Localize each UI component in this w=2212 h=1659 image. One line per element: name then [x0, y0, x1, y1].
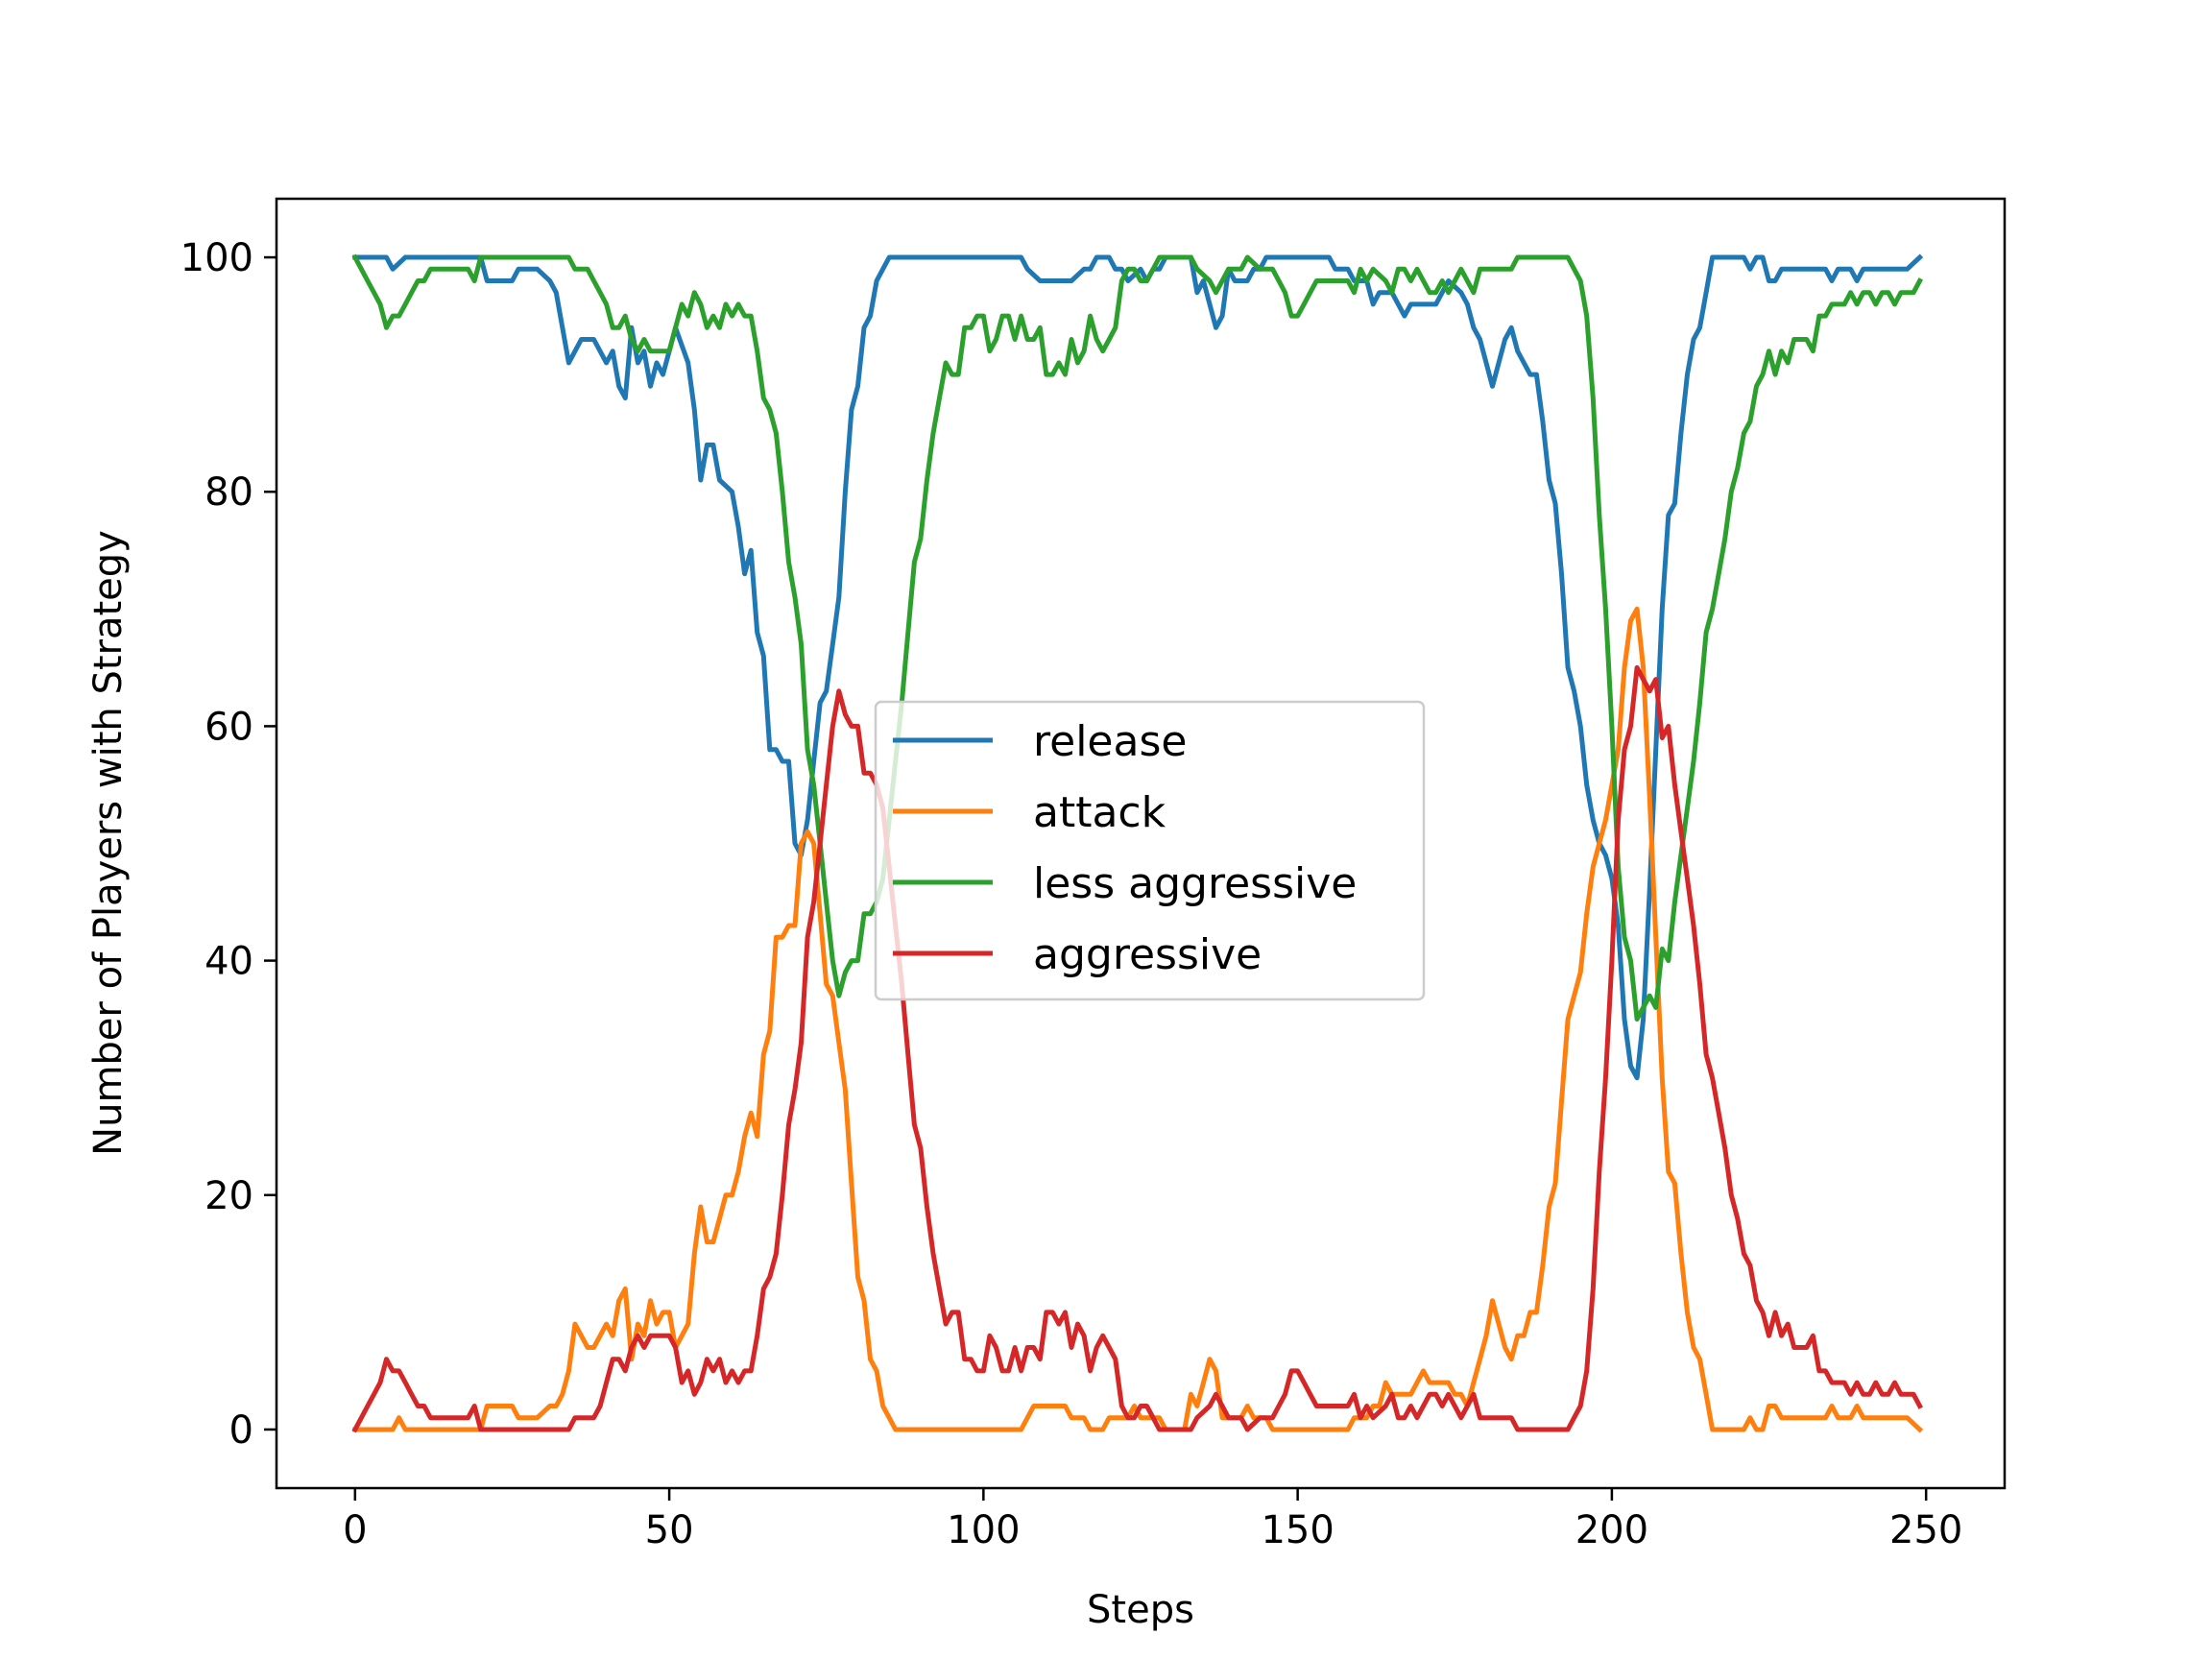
x-tick-label: 150 — [1261, 1508, 1334, 1552]
x-tick-label: 200 — [1575, 1508, 1648, 1552]
y-tick-label: 20 — [204, 1174, 253, 1218]
legend-label: less aggressive — [1033, 859, 1357, 908]
plot-frame — [275, 197, 2007, 1490]
x-axis-label: Steps — [1087, 1588, 1194, 1632]
series-line-release — [352, 253, 1924, 1081]
legend-label: release — [1033, 717, 1187, 766]
legend: release attack less aggressive aggressive — [874, 700, 1426, 1001]
legend-label: aggressive — [1033, 930, 1262, 979]
y-axis: 0 20 40 60 80 100 — [180, 236, 276, 1453]
x-tick-label: 250 — [1889, 1508, 1962, 1552]
y-axis-label: Number of Players with Strategy — [86, 530, 131, 1156]
y-tick-label: 40 — [204, 940, 253, 984]
y-tick-label: 60 — [204, 705, 253, 749]
y-tick-label: 0 — [229, 1408, 253, 1453]
y-tick-label: 80 — [204, 470, 253, 515]
series-line-less-aggressive — [351, 253, 1923, 1022]
series-line-aggressive — [351, 664, 1923, 1433]
x-axis: 0 50 100 150 200 250 — [343, 1488, 1962, 1552]
x-tick-label: 100 — [947, 1508, 1020, 1552]
legend-box — [874, 700, 1426, 1001]
series-layer — [351, 253, 1924, 1433]
series-line-attack — [352, 606, 1924, 1433]
y-tick-label: 100 — [180, 236, 253, 280]
x-tick-label: 0 — [343, 1508, 367, 1552]
legend-label: attack — [1033, 788, 1166, 837]
x-tick-label: 50 — [645, 1508, 694, 1552]
